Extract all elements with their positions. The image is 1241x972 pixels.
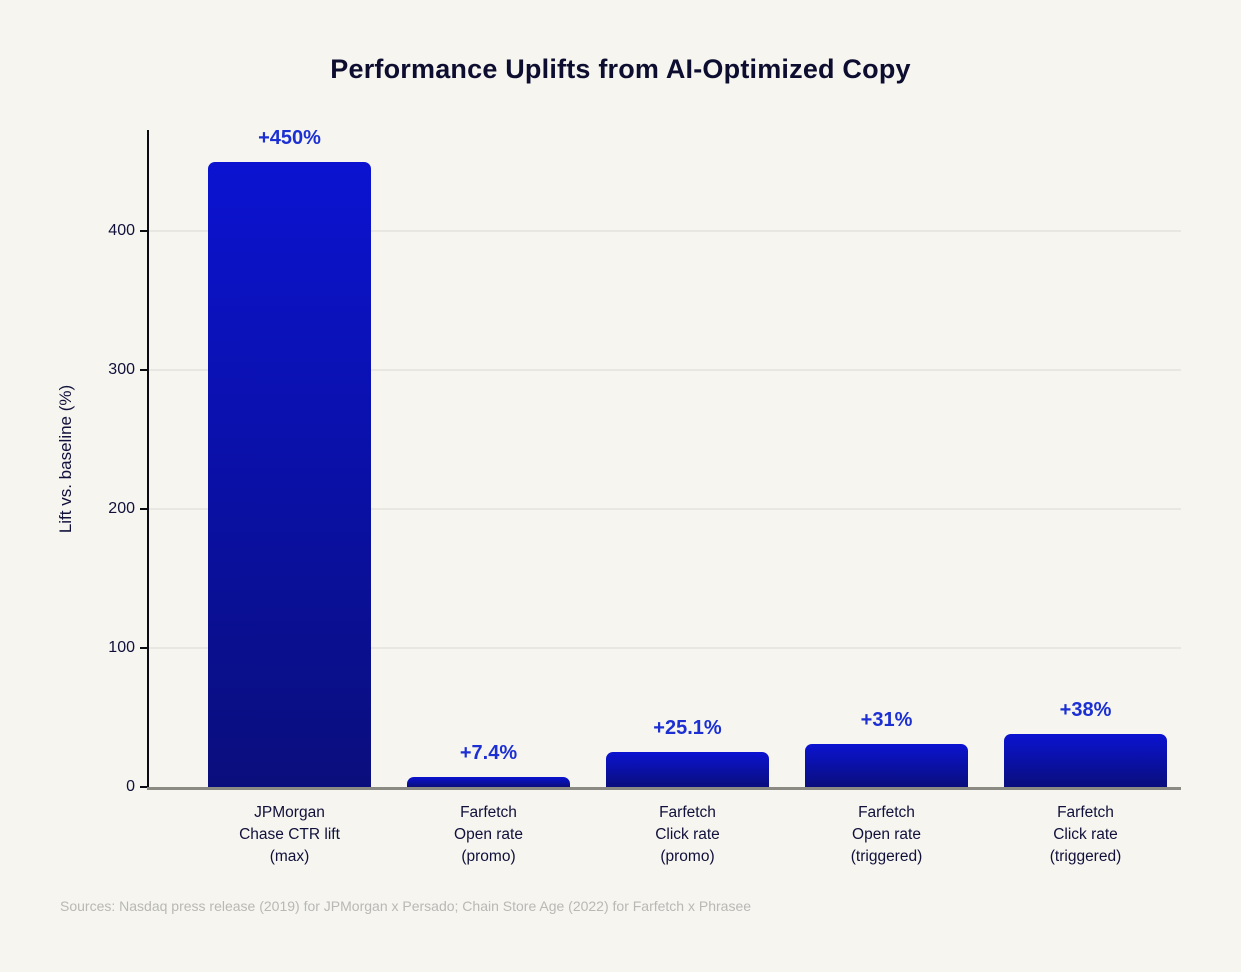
y-tick-mark-300 [140,369,148,371]
category-label-1: Farfetch Open rate (promo) [379,802,599,868]
category-label-line: Open rate [852,826,921,843]
category-label-line: JPMorgan [254,804,325,821]
bar-value-label-2: +25.1% [653,717,722,740]
chart-title: Performance Uplifts from AI-Optimized Co… [330,54,911,84]
category-label-line: Open rate [454,826,523,843]
x-axis-line [147,787,1181,790]
gridline-100 [149,647,1181,649]
bar-value-label-1: +7.4% [459,741,518,764]
y-tick-label-400: 400 [108,222,135,239]
category-label-line: Farfetch [659,804,716,821]
category-label-line: (promo) [660,848,715,865]
bar-value-label-4: +38% [1059,699,1112,722]
category-label-2: Farfetch Click rate (promo) [578,802,798,868]
category-label-line: (promo) [461,848,516,865]
y-axis-title: Lift vs. baseline (%) [56,384,75,534]
y-tick-mark-0 [140,786,148,788]
category-label-line: Farfetch [858,804,915,821]
gridline-200 [149,508,1181,510]
bar-2 [606,752,769,787]
category-label-0: JPMorgan Chase CTR lift (max) [180,802,400,868]
category-label-line: (triggered) [850,848,923,865]
category-label-line: Click rate [1053,826,1118,843]
gridline-300 [149,369,1181,371]
bar-0 [208,161,371,787]
category-label-line: Click rate [655,826,720,843]
category-label-line: Chase CTR lift [239,826,340,843]
y-tick-label-100: 100 [108,639,135,656]
source-note: Sources: Nasdaq press release (2019) for… [60,898,752,914]
bar-value-label-3: +31% [860,708,913,731]
category-label-4: Farfetch Click rate (triggered) [976,802,1196,868]
y-axis-line [147,130,149,790]
gridline-400 [149,230,1181,232]
bar-value-label-0: +450% [258,126,321,149]
category-label-3: Farfetch Open rate (triggered) [777,802,997,868]
y-tick-label-200: 200 [108,500,135,517]
y-tick-mark-400 [140,230,148,232]
category-label-line: Farfetch [1057,804,1114,821]
y-tick-mark-200 [140,508,148,510]
y-tick-label-0: 0 [126,778,135,795]
y-tick-mark-100 [140,647,148,649]
bar-1 [407,776,570,787]
bar-4 [1004,734,1167,787]
category-label-line: (max) [269,848,310,865]
y-tick-label-300: 300 [108,361,135,378]
category-label-line: Farfetch [460,804,517,821]
bar-3 [805,743,968,787]
category-label-line: (triggered) [1049,848,1122,865]
